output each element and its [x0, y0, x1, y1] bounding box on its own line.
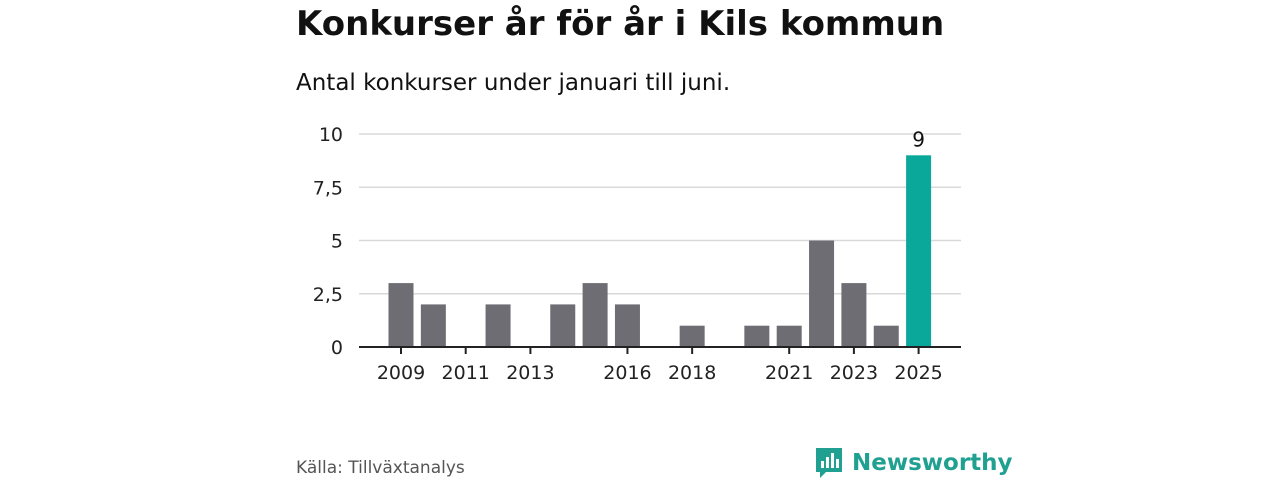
x-axis [359, 346, 961, 354]
y-axis-labels: 0 2,5 5 7,5 10 [313, 124, 343, 359]
data-label: 9 [912, 127, 925, 151]
x-axis-labels: 2009 2011 2013 2016 2018 2021 2023 2025 [377, 362, 943, 384]
chart-subtitle: Antal konkurser under januari till juni. [296, 70, 731, 96]
bar-2018 [679, 325, 705, 347]
brand-name: Newsworthy [852, 450, 1013, 476]
chart-title: Konkurser år för år i Kils kommun [296, 4, 945, 44]
bar-2010 [420, 304, 446, 347]
bar-2022 [809, 240, 835, 347]
bar-2009 [388, 283, 414, 347]
x-tick-label: 2018 [668, 362, 716, 384]
bar-chart: 02,557,510 2009 2011 2013 2016 2018 2021 2023 2… [313, 124, 961, 384]
data-labels: 9 [912, 127, 925, 151]
newsworthy-logo: Newsworthy [814, 446, 1013, 480]
y-tick-label: 7,5 [313, 177, 343, 199]
bar-2023 [841, 283, 867, 347]
bar-2015 [582, 283, 608, 347]
gridlines [359, 133, 961, 295]
source-note: Källa: Tillväxtanalys [296, 458, 465, 478]
x-tick-label: 2011 [442, 362, 490, 384]
bar-2016 [614, 304, 640, 347]
x-tick-label: 2016 [603, 362, 651, 384]
bar-2025 [906, 155, 932, 347]
x-tick-label: 2021 [765, 362, 813, 384]
bar-2012 [485, 304, 511, 347]
y-tick-label: 0 [331, 337, 343, 359]
x-tick-label: 2009 [377, 362, 425, 384]
y-tick-label: 10 [319, 124, 343, 146]
y-tick-label: 5 [331, 231, 343, 253]
bar-2014 [550, 304, 576, 347]
bars [388, 155, 932, 347]
x-tick-label: 2023 [830, 362, 878, 384]
newsworthy-logo-icon [816, 448, 842, 478]
x-tick-label: 2025 [894, 362, 942, 384]
bar-2021 [776, 325, 802, 347]
bar-2020 [744, 325, 770, 347]
y-tick-label: 2,5 [313, 284, 343, 306]
bar-2024 [873, 325, 899, 347]
x-tick-label: 2013 [506, 362, 554, 384]
